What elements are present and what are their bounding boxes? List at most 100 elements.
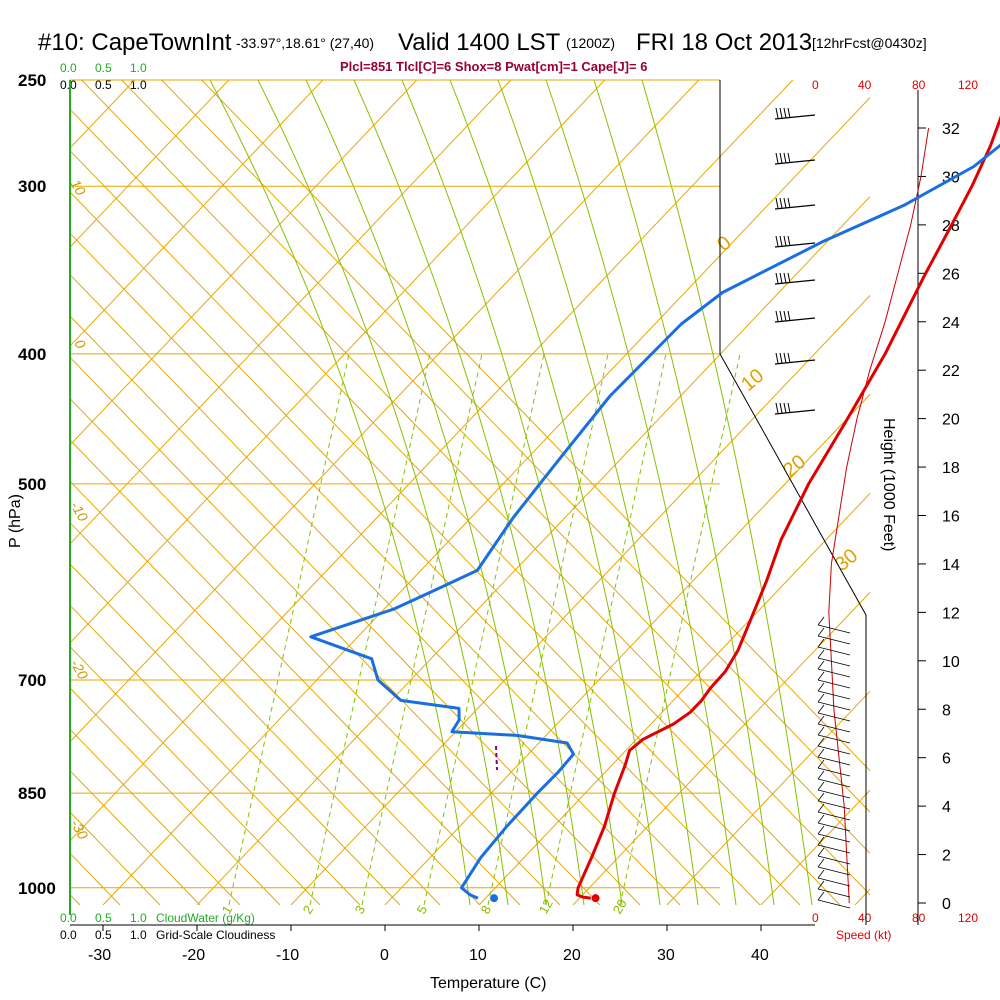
dry-adiabat-line [70,273,681,905]
surface-temperature-dot [591,894,600,903]
wind-barb-flag [787,272,791,284]
dry-adiabat-line [70,893,81,905]
wind-barb-flag [787,352,791,364]
cloud-scale-top-black-0: 0.0 [60,78,77,92]
speed-scale-top-0: 0 [812,78,819,92]
wind-barb-staff [817,800,851,810]
wind-barb-staff [817,844,851,854]
height-tick-label: 16 [942,509,960,526]
height-tick-label: 6 [942,751,951,768]
mixing-ratio-line [423,353,545,905]
cloud-scale-top-green-2: 1.0 [130,61,147,75]
dry-adiabat-line [80,80,870,896]
isotherm-line [70,80,700,743]
station-coords: -33.97°,18.61° (27,40) [236,35,374,51]
wind-barb-flag [779,197,783,209]
wind-barb-flag [775,272,779,284]
temp-tick-label: 20 [563,947,581,964]
dry-adiabat-line [70,521,441,905]
wind-barb-flag [817,836,825,846]
wind-barb-staff [817,899,851,909]
wind-barb-staff [774,242,816,248]
mixing-label-2: 2 [300,903,317,917]
mixing-ratio-line [487,353,609,905]
wind-barb-flag [817,704,825,714]
moist-adiabat-line [257,80,509,905]
moist-adiabat-line [641,80,813,905]
cloud-scale-bottom-green-1: 0.5 [95,911,112,925]
temp-tick-label: 30 [657,947,675,964]
wind-barb-flag [779,402,783,414]
wind-barb-staff [817,679,851,689]
moist-adiabat-line [497,80,699,905]
height-tick-label: 4 [942,799,951,816]
wind-barb-staff [774,279,816,285]
wind-barb-flag [817,770,825,780]
wind-barb-staff [817,855,851,865]
wind-barb-flag [817,803,825,813]
wind-barb-flag [787,235,791,247]
wind-speed-line [828,127,930,904]
height-tick-label: 26 [942,266,960,283]
wind-barb-flag [817,649,825,659]
wind-barb-staff [817,756,851,766]
wind-barb-flag [783,235,787,247]
moist-adiabat-line [545,80,737,905]
wind-barb-flag [775,310,779,322]
isotherm-line [70,80,512,545]
wind-barb-flag [787,107,791,119]
cloudiness-label: Grid-Scale Cloudiness [156,928,275,942]
wind-barb-flag [775,235,779,247]
pressure-tick-label: 500 [18,475,46,494]
dry-adiabat-line [70,439,521,905]
dry-adiabat-line [70,191,761,905]
dry-adiabat-line [70,769,201,905]
speed-axis-label: Speed (kt) [836,928,891,942]
wind-barb-flag [817,693,825,703]
dry-adiabat-line [70,149,801,905]
dewpoint-line [309,143,1000,900]
isotherm-line [666,690,870,905]
wind-barb-flag [783,402,787,414]
adiabat-label-0: 0 [713,232,736,256]
height-tick-label: 32 [942,121,960,138]
wind-barb-staff [817,668,851,678]
isotherm-label-10: 10 [67,177,89,199]
dry-adiabat-line [70,397,561,905]
valid-time: Valid 1400 LST [398,29,561,56]
speed-scale-bottom-1: 40 [858,911,872,925]
height-tick-label: 2 [942,848,951,865]
wind-barb-flag [817,726,825,736]
valid-date: FRI 18 Oct 2013 [636,29,812,56]
wind-barb-staff [817,833,851,843]
dry-adiabat-line [70,356,601,905]
dry-adiabat-line [70,728,241,905]
wind-barb-flag [775,107,779,119]
adiabat-label-20: 20 [779,451,810,482]
isotherm-label-minus20: -20 [67,657,91,683]
pressure-tick-label: 250 [18,71,46,90]
wind-barb-flag [817,682,825,692]
surface-dewpoint-dot [490,894,499,903]
isotherm-line [290,294,870,905]
wind-barb-staff [817,690,851,700]
wind-barb-staff [817,877,851,887]
pressure-tick-label: 700 [18,671,46,690]
temp-tick-label: -20 [182,947,205,964]
wind-barb-staff [774,159,816,165]
wind-barb-staff [817,767,851,777]
cloud-scale-bottom-black-0: 0.0 [60,928,77,942]
temperature-line [575,115,1000,900]
wind-barb-flag [787,197,791,209]
wind-barb-flag [817,715,825,725]
wind-barb-flag [775,402,779,414]
wind-barb-staff [774,114,816,120]
wind-barb-flag [817,847,825,857]
isotherm-line [854,888,870,905]
dry-adiabat-line [70,315,641,905]
wind-barb-flag [817,737,825,747]
wind-barb-staff [817,888,851,898]
wind-barb-staff [817,646,851,656]
wind-barb-staff [774,317,816,323]
